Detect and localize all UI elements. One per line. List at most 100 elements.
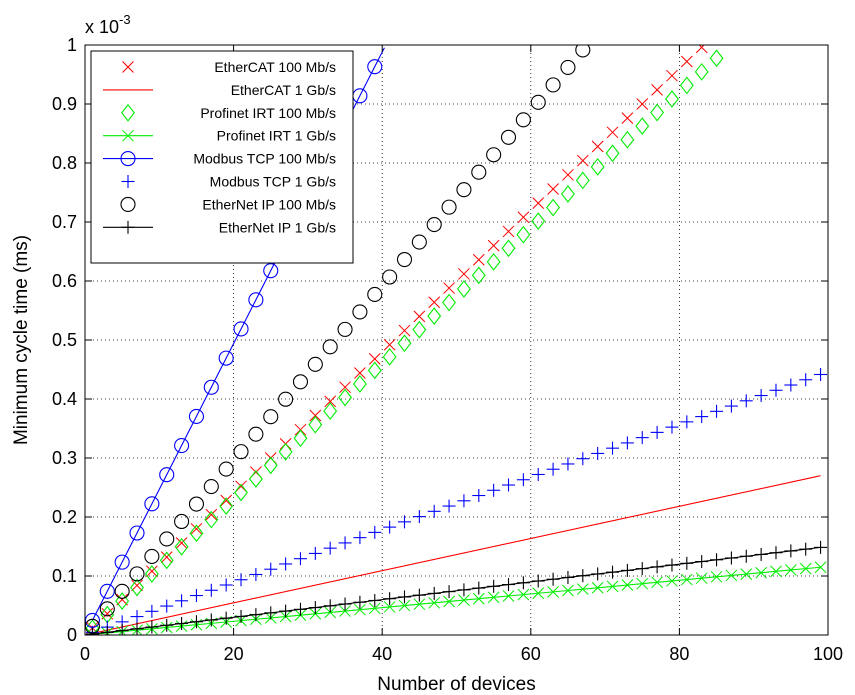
data-point — [189, 615, 203, 629]
data-point — [739, 394, 753, 408]
y-tick-label: 0.5 — [52, 330, 77, 350]
data-point — [427, 504, 441, 518]
data-point — [383, 601, 396, 613]
data-point — [352, 375, 367, 393]
data-point — [323, 541, 337, 555]
data-point — [784, 378, 798, 392]
legend: EtherCAT 100 Mb/s EtherCAT 1 Gb/s Profinet… — [90, 50, 354, 264]
data-point — [383, 520, 397, 534]
data-point — [739, 549, 753, 563]
data-point — [159, 531, 175, 547]
data-point — [130, 610, 144, 624]
data-point — [650, 103, 665, 122]
data-point — [204, 510, 219, 529]
legend-marker — [120, 151, 136, 167]
x-tick-label: 40 — [372, 644, 392, 664]
data-point — [814, 540, 828, 554]
legend-label: Profinet IRT 1 Gb/s — [217, 128, 336, 144]
data-point — [116, 593, 129, 606]
data-point — [547, 183, 559, 195]
data-point — [412, 320, 427, 339]
data-point — [651, 576, 663, 589]
data-point — [354, 367, 366, 379]
y-tick-label: 0.4 — [52, 389, 77, 409]
data-point — [204, 583, 218, 597]
data-point — [799, 373, 813, 387]
data-point — [562, 584, 574, 597]
data-point — [278, 391, 294, 407]
data-point — [382, 269, 398, 285]
data-point — [234, 483, 248, 502]
data-point — [367, 59, 383, 75]
data-point — [561, 185, 575, 203]
data-point — [426, 217, 442, 233]
legend-entry: Modbus TCP 100 Mb/s — [103, 151, 336, 167]
legend-entry: Profinet IRT 100 Mb/s — [121, 103, 336, 122]
data-point — [322, 339, 338, 355]
data-point — [443, 595, 455, 608]
legend-entry: EtherNet IP 100 Mb/s — [120, 196, 336, 212]
data-point — [398, 324, 411, 337]
data-point — [620, 563, 634, 577]
data-point — [591, 581, 604, 594]
data-point — [115, 592, 130, 610]
data-point — [367, 286, 383, 303]
data-point — [188, 408, 204, 424]
data-point — [382, 347, 397, 366]
data-point — [293, 429, 308, 448]
x-tick-label: 80 — [669, 644, 689, 664]
data-point — [471, 266, 486, 285]
data-point — [175, 594, 189, 608]
data-point — [576, 583, 589, 595]
legend-label: EtherCAT 100 Mb/s — [214, 59, 336, 75]
data-point — [218, 350, 234, 366]
y-tick-label: 0.9 — [52, 94, 77, 114]
data-point — [458, 594, 470, 606]
data-point — [679, 76, 694, 95]
data-point — [590, 157, 605, 176]
data-point — [516, 225, 531, 244]
data-point — [456, 182, 472, 198]
data-point — [248, 426, 264, 442]
data-point — [324, 395, 337, 408]
data-point — [620, 436, 634, 450]
data-point — [145, 620, 159, 634]
data-point — [502, 578, 516, 592]
legend-marker — [122, 61, 134, 73]
data-point — [264, 606, 278, 620]
data-point — [144, 548, 160, 564]
data-point — [545, 77, 561, 93]
data-point — [220, 494, 233, 507]
data-point — [636, 577, 649, 590]
data-point — [292, 374, 309, 390]
legend-marker — [121, 175, 135, 188]
data-point — [368, 602, 381, 615]
data-point — [502, 225, 515, 238]
data-point — [337, 321, 353, 337]
data-point — [114, 554, 130, 570]
data-point — [160, 618, 174, 632]
data-point — [695, 45, 708, 54]
data-point — [694, 62, 709, 81]
data-point — [516, 473, 530, 487]
data-point — [740, 568, 753, 580]
data-point — [606, 441, 620, 455]
data-point — [293, 602, 307, 616]
y-tick-label: 0.6 — [52, 271, 77, 291]
data-point — [471, 164, 487, 180]
data-point — [635, 562, 649, 576]
data-point — [710, 570, 723, 583]
data-point — [532, 197, 545, 209]
data-point — [531, 212, 546, 231]
data-point — [338, 597, 352, 611]
data-point — [458, 268, 470, 280]
data-point — [562, 168, 574, 181]
data-point — [621, 579, 634, 591]
x-tick-label: 20 — [224, 644, 244, 664]
data-point — [516, 576, 530, 590]
data-point — [413, 310, 426, 323]
y-multiplier-exponent: -3 — [119, 12, 131, 27]
data-point — [234, 573, 248, 587]
data-point — [413, 598, 426, 611]
data-point — [354, 603, 366, 616]
